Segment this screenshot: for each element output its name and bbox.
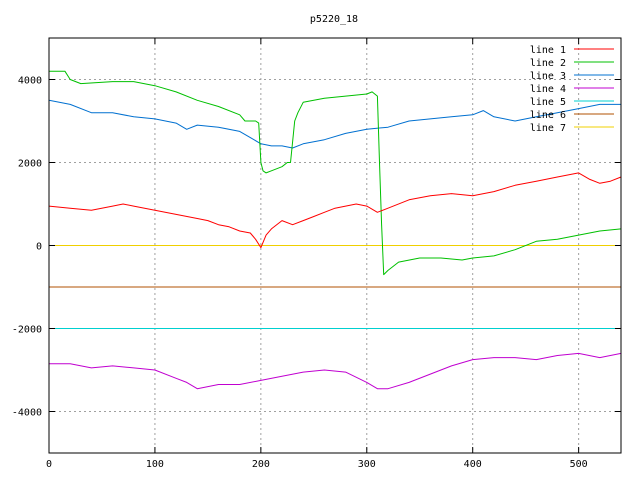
legend-label: line 2 — [530, 58, 566, 69]
series-line-1 — [48, 172, 622, 249]
legend-label: line 1 — [530, 45, 566, 56]
x-tick-label: 400 — [464, 459, 482, 470]
legend-label: line 3 — [530, 71, 566, 82]
y-tick-label: 0 — [36, 242, 42, 253]
series-group — [48, 70, 622, 390]
legend-label: line 6 — [530, 110, 566, 121]
legend-label: line 7 — [530, 123, 566, 134]
x-tick-label: 0 — [46, 459, 52, 470]
y-tick-label: -2000 — [12, 325, 42, 336]
y-tick-label: 2000 — [18, 159, 42, 170]
y-tick-label: -4000 — [12, 408, 42, 419]
legend-label: line 4 — [530, 84, 566, 95]
series-line-3 — [48, 99, 621, 149]
x-tick-label: 200 — [252, 459, 270, 470]
series-line-4 — [49, 352, 622, 390]
series-line-2 — [49, 70, 622, 276]
x-tick-label: 100 — [146, 459, 164, 470]
x-tick-label: 300 — [358, 459, 376, 470]
ticks: 0 100 200 300 400 500 -4000 -2000 0 2000 4000 — [12, 38, 621, 470]
chart-title: p5220_18 — [310, 14, 358, 25]
x-tick-label: 500 — [570, 459, 588, 470]
legend-label: line 5 — [530, 97, 566, 108]
legend: line 1 line 2 line 3 line 4 line 5 line 6 line… — [530, 45, 614, 134]
y-tick-label: 4000 — [18, 76, 42, 87]
